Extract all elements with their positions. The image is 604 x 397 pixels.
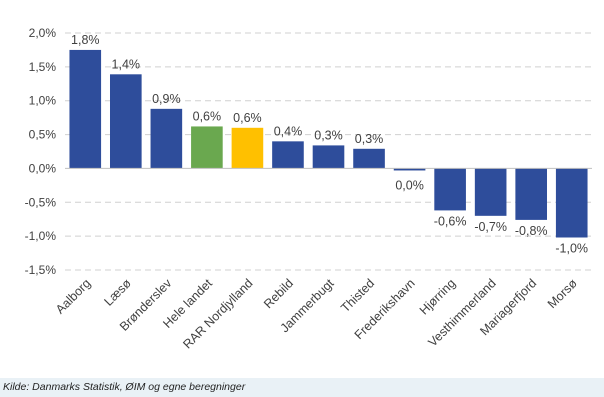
bar [474,168,507,216]
bar [109,74,142,169]
bar [353,148,385,169]
data-label: 0,0% [395,178,424,192]
y-tick-label: 2,0% [29,26,57,40]
chart-panel: 2,0% 1,5% 1,0% 0,5% 0,0% -0,5% -1,0% -1,5% 1,8% A… [0,0,604,378]
data-label: -0,7% [474,220,507,234]
data-label: 0,6% [233,111,262,125]
data-label: 0,3% [314,128,343,142]
data-label: 1,4% [112,57,141,71]
y-tick-label: -0,5% [25,195,57,209]
x-tick-label: Morsø [545,276,580,311]
x-tick-label: Thisted [338,276,377,315]
bar [272,141,304,169]
bar [515,168,548,220]
bar [393,168,426,171]
bar [191,126,223,169]
bar [312,145,345,169]
y-tick-label: 0,5% [29,128,57,142]
bar [434,168,466,211]
y-tick-label: 1,0% [29,94,57,108]
source-note: Kilde: Danmarks Statistik, ØIM og egne b… [3,381,246,393]
data-label: -0,6% [434,214,467,228]
y-tick-label: -1,5% [25,263,57,277]
data-label: 0,6% [193,109,222,123]
bar [231,127,264,169]
x-tick-label: Aalborg [53,276,93,316]
y-tick-label: 1,5% [29,60,57,74]
bar [150,108,183,169]
data-label: -1,0% [555,241,588,255]
x-tick-label: RAR Nordjylland [180,276,255,351]
bar-chart: 2,0% 1,5% 1,0% 0,5% 0,0% -0,5% -1,0% -1,5% 1,8% A… [25,26,592,351]
data-label: 0,9% [152,92,181,106]
data-label: 1,8% [71,33,100,47]
data-label: 0,4% [274,124,303,138]
bar [555,168,588,238]
x-tick-label: Hjørring [417,276,458,317]
x-tick-label: Rebild [261,276,296,311]
y-tick-label: 0,0% [29,161,57,175]
y-tick-label: -1,0% [25,229,57,243]
bar [69,49,102,169]
data-label: 0,3% [355,132,384,146]
data-label: -0,8% [515,224,548,238]
x-tick-label: Læsø [101,276,134,309]
